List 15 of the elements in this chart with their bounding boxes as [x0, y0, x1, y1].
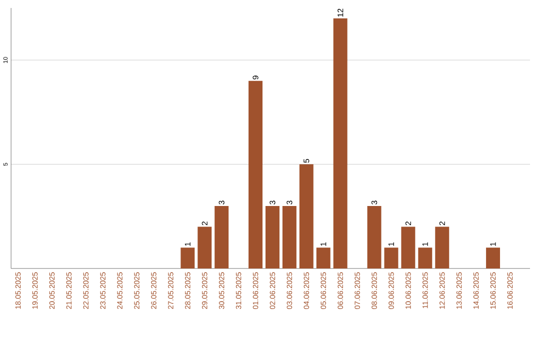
- bar: [316, 247, 330, 268]
- bar: [282, 206, 296, 268]
- bar: [214, 206, 229, 268]
- bar: [435, 226, 450, 268]
- bar: [248, 80, 263, 268]
- bar: [198, 226, 212, 268]
- bar: [180, 247, 195, 268]
- bar: [486, 247, 500, 268]
- bar: [299, 164, 314, 268]
- bar: [333, 18, 348, 268]
- bar: [418, 247, 432, 268]
- bar: [384, 247, 398, 268]
- bar: [401, 226, 416, 268]
- bar: [266, 206, 280, 268]
- bar: [367, 206, 382, 268]
